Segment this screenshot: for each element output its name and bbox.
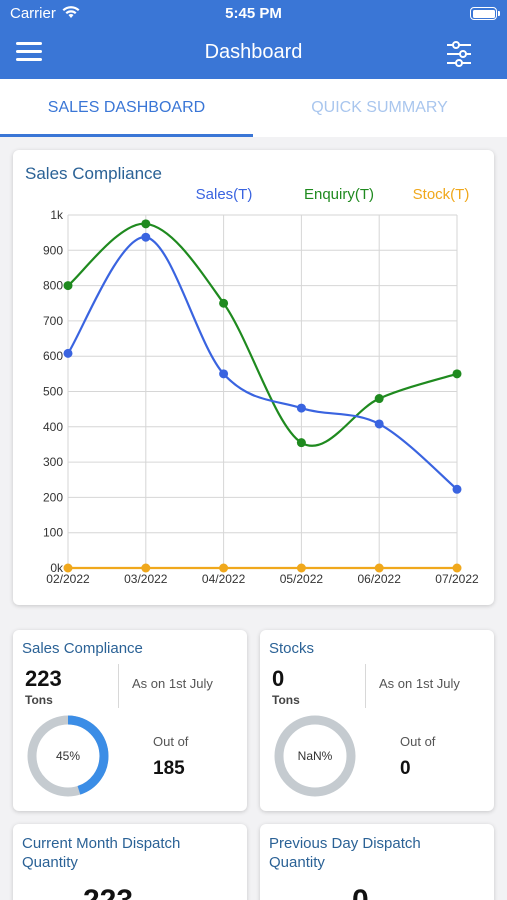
hamburger-menu-icon[interactable] [16, 42, 42, 64]
out-of-label: Out of [153, 734, 189, 749]
data-point[interactable] [63, 348, 73, 358]
y-tick-label: 0k [50, 561, 64, 575]
tab-quick-summary[interactable]: QUICK SUMMARY [311, 99, 448, 116]
data-point[interactable] [374, 394, 384, 404]
stocks-progress-ring: NaN% [274, 715, 356, 797]
dispatch-value: 223 [83, 884, 133, 900]
data-point[interactable] [374, 563, 384, 573]
nav-bar: Dashboard [0, 28, 507, 79]
clock: 5:45 PM [225, 5, 282, 22]
sales-compliance-chart: Sales Compliance Sales(T) Enquiry(T) Stock… [25, 164, 479, 586]
wifi-icon [62, 5, 80, 23]
y-tick-label: 300 [43, 455, 63, 469]
stat-value: 0 [272, 666, 285, 691]
dispatch-value: 0 [352, 884, 369, 900]
y-tick-label: 800 [43, 279, 63, 293]
progress-percent: 45% [56, 749, 80, 763]
stat-unit: Tons [272, 693, 300, 707]
y-tick-label: 600 [43, 349, 63, 363]
stat-value: 223 [25, 666, 62, 691]
stocks-stat-card: Stocks 0 Tons As on 1st July NaN% Out of… [260, 630, 494, 811]
data-point[interactable] [452, 563, 462, 573]
compliance-progress-ring: 45% [27, 715, 109, 797]
x-tick-label: 06/2022 [358, 572, 402, 586]
y-tick-label: 200 [43, 490, 63, 504]
x-tick-label: 07/2022 [435, 572, 479, 586]
carrier-label: Carrier [10, 5, 56, 22]
data-point[interactable] [296, 403, 306, 413]
out-of-label: Out of [400, 734, 436, 749]
x-tick-label: 02/2022 [46, 572, 90, 586]
data-point[interactable] [452, 369, 462, 379]
as-on-date: As on 1st July [379, 676, 460, 691]
legend-entry: Enquiry(T) [304, 186, 374, 203]
x-tick-label: 04/2022 [202, 572, 246, 586]
data-point[interactable] [374, 419, 384, 429]
tab-sales-dashboard[interactable]: SALES DASHBOARD [0, 79, 253, 137]
data-point[interactable] [141, 219, 151, 229]
tab-bar: SALES DASHBOARD QUICK SUMMARY [0, 79, 507, 137]
data-point[interactable] [63, 281, 73, 291]
battery-icon [470, 7, 500, 20]
card-title: Current Month Dispatch Quantity [22, 835, 181, 871]
sales-compliance-chart-card: Sales Compliance Sales(T) Enquiry(T) Stock… [13, 150, 494, 605]
data-point[interactable] [296, 563, 306, 573]
divider [365, 664, 366, 708]
data-point[interactable] [219, 298, 229, 308]
series-line [67, 222, 458, 447]
x-tick-label: 05/2022 [280, 572, 324, 586]
data-point[interactable] [141, 232, 151, 242]
out-of-value: 0 [400, 758, 411, 779]
y-tick-label: 500 [43, 385, 63, 399]
y-tick-label: 900 [43, 243, 63, 257]
data-point[interactable] [219, 563, 229, 573]
stat-title: Stocks [269, 640, 315, 657]
y-tick-label: 400 [43, 420, 63, 434]
as-on-date: As on 1st July [132, 676, 213, 691]
series-line [67, 236, 458, 491]
x-tick-label: 03/2022 [124, 572, 168, 586]
data-point[interactable] [219, 369, 229, 379]
data-point[interactable] [296, 438, 306, 448]
previous-day-dispatch-card: Previous Day Dispatch Quantity 0 [260, 824, 494, 900]
data-point[interactable] [452, 484, 462, 494]
page-title: Dashboard [204, 41, 303, 63]
filter-sliders-icon[interactable] [445, 40, 473, 68]
data-point[interactable] [141, 563, 151, 573]
stat-title: Sales Compliance [22, 640, 143, 657]
legend-entry: Stock(T) [413, 186, 470, 203]
y-tick-label: 1k [50, 208, 64, 222]
legend-entry: Sales(T) [196, 186, 253, 203]
sales-compliance-stat-card: Sales Compliance 223 Tons As on 1st July… [13, 630, 247, 811]
divider [118, 664, 119, 708]
chart-title: Sales Compliance [25, 164, 162, 183]
card-title: Previous Day Dispatch Quantity [269, 835, 421, 871]
current-month-dispatch-card: Current Month Dispatch Quantity 223 [13, 824, 247, 900]
out-of-value: 185 [153, 758, 185, 779]
data-point[interactable] [63, 563, 73, 573]
stat-unit: Tons [25, 693, 53, 707]
y-tick-label: 100 [43, 526, 63, 540]
y-tick-label: 700 [43, 314, 63, 328]
status-bar: Carrier 5:45 PM [0, 0, 507, 28]
progress-percent: NaN% [298, 749, 333, 763]
